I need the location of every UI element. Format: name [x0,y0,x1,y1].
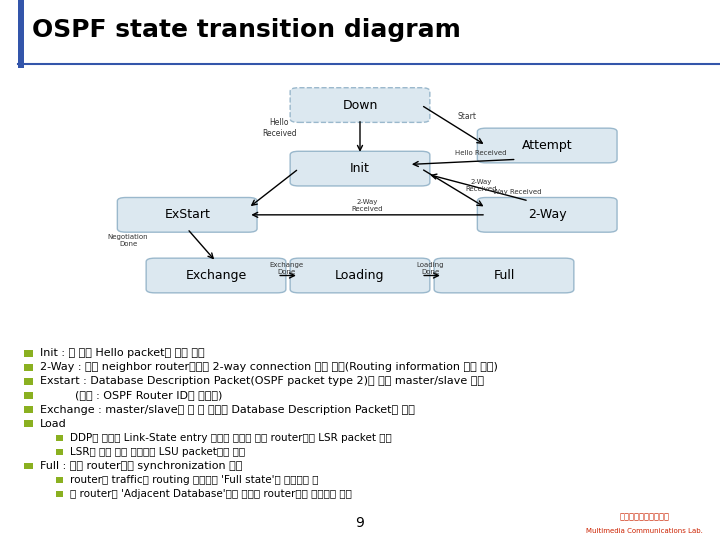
FancyBboxPatch shape [477,128,617,163]
Bar [24,406,32,413]
Text: 2-Way : 모든 neighbor router들과의 2-way connection 설정 단계(Routing information 교환 안됨): 2-Way : 모든 neighbor router들과의 2-way conn… [40,362,498,372]
Bar [56,449,63,455]
Text: OSPF state transition diagram: OSPF state transition diagram [32,18,462,42]
Text: DDP에 최신의 Link-State entry 정보가 있다면 인접 router에게 LSR packet 전송: DDP에 최신의 Link-State entry 정보가 있다면 인접 rou… [70,433,392,443]
Text: Exchange
Done: Exchange Done [269,262,304,275]
Bar [24,420,32,427]
Text: LSR을 받은 인접 라우터는 LSU packet으로 응답: LSR을 받은 인접 라우터는 LSU packet으로 응답 [70,447,245,457]
Bar [24,462,32,469]
Text: Hello
Received: Hello Received [262,118,297,138]
Text: (기준 : OSPF Router ID가 높은것): (기준 : OSPF Router ID가 높은것) [40,390,222,401]
Bar [24,350,32,356]
Bar [56,491,63,497]
Text: 멀티미디어통신연구실: 멀티미디어통신연구실 [619,512,670,521]
Text: Loading: Loading [336,269,384,282]
Text: Exchange: Exchange [185,269,247,282]
Text: 2-Way: 2-Way [528,208,567,221]
Bar [24,378,32,384]
Bar [24,364,32,370]
Text: Hello Received: Hello Received [455,150,507,156]
FancyBboxPatch shape [477,198,617,232]
Text: Loading
Done: Loading Done [417,262,444,275]
Text: Full: Full [493,269,515,282]
FancyBboxPatch shape [434,258,574,293]
Text: router는 traffic을 routing 하기전에 'Full state'에 있어야만 함: router는 traffic을 routing 하기전에 'Full stat… [70,475,318,485]
Text: Init: Init [350,162,370,175]
Text: ExStart: ExStart [164,208,210,221]
Text: Multimedia Communications Lab.: Multimedia Communications Lab. [586,528,703,534]
FancyBboxPatch shape [146,258,286,293]
Text: 각 router는 'Adjacent Database'라는 인접한 router들의 리스트를 관리: 각 router는 'Adjacent Database'라는 인접한 rout… [70,489,351,499]
Text: Way Received: Way Received [492,188,541,195]
Text: Init : 첫 번째 Hello packet을 받은 상태: Init : 첫 번째 Hello packet을 받은 상태 [40,348,204,358]
Text: Full : 인접 router들과 synchronization 완료: Full : 인접 router들과 synchronization 완료 [40,461,243,471]
Bar [56,477,63,483]
Text: Negotiation
Done: Negotiation Done [108,234,148,247]
Text: 9: 9 [356,516,364,530]
Bar [18,0,24,68]
FancyBboxPatch shape [117,198,257,232]
Text: Attempt: Attempt [522,139,572,152]
FancyBboxPatch shape [290,258,430,293]
FancyBboxPatch shape [290,151,430,186]
FancyBboxPatch shape [290,87,430,123]
Text: Exchange : master/slave는 한 개 이상의 Database Description Packet을 교환: Exchange : master/slave는 한 개 이상의 Databas… [40,404,415,415]
Text: 2-Way
Received: 2-Way Received [351,199,383,212]
Text: Down: Down [342,99,378,112]
Bar [24,392,32,399]
Text: Start: Start [457,112,476,121]
Bar [56,435,63,441]
Text: 2-Way
Received: 2-Way Received [465,179,497,192]
Text: Load: Load [40,418,67,429]
Text: Exstart : Database Description Packet(OSPF packet type 2)을 통해 master/slave 선출: Exstart : Database Description Packet(OS… [40,376,484,386]
